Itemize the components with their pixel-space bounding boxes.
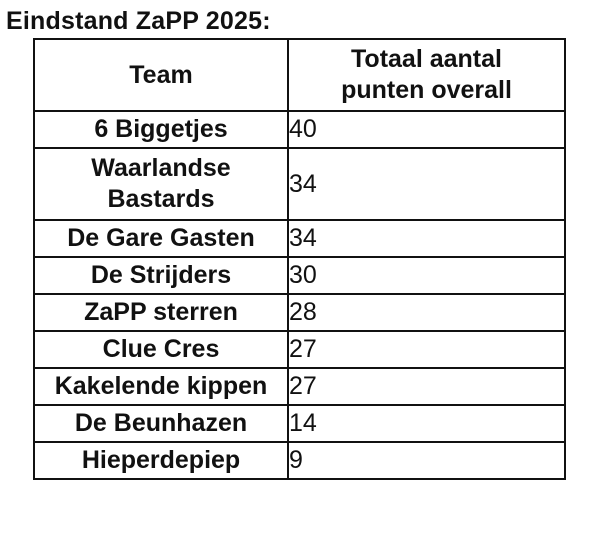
column-header-points-line1: Totaal aantal: [351, 45, 502, 73]
team-name: De Strijders: [90, 261, 232, 289]
points-cell: 27: [287, 330, 566, 369]
points-value: 14: [289, 409, 317, 437]
points-value: 28: [289, 298, 317, 326]
team-name: De Gare Gasten: [67, 224, 255, 252]
team-name: Clue Cres: [102, 335, 220, 363]
team-name-cell: Waarlandse Bastards: [33, 147, 289, 221]
points-cell: 14: [287, 404, 566, 443]
points-cell: 30: [287, 256, 566, 295]
points-value: 40: [289, 115, 317, 143]
team-name-line1: Waarlandse: [91, 154, 231, 182]
table-row: 6 Biggetjes 40: [33, 110, 566, 149]
column-header-points: Totaal aantal punten overall: [287, 38, 566, 112]
table-row: Clue Cres 27: [33, 330, 566, 369]
points-cell: 34: [287, 219, 566, 258]
team-name-cell: Hieperdepiep: [33, 441, 289, 480]
team-name-cell: De Strijders: [33, 256, 289, 295]
team-name-cell: 6 Biggetjes: [33, 110, 289, 149]
table-row: De Gare Gasten 34: [33, 219, 566, 258]
team-name-cell: De Beunhazen: [33, 404, 289, 443]
points-cell: 28: [287, 293, 566, 332]
column-header-points-line2: punten overall: [341, 76, 512, 104]
table-row: Kakelende kippen 27: [33, 367, 566, 406]
table-row: De Beunhazen 14: [33, 404, 566, 443]
points-cell: 40: [287, 110, 566, 149]
points-value: 30: [289, 261, 317, 289]
points-value: 34: [289, 169, 317, 198]
points-value: 9: [289, 446, 303, 474]
team-name-cell: ZaPP sterren: [33, 293, 289, 332]
table-row: De Strijders 30: [33, 256, 566, 295]
points-cell: 9: [287, 441, 566, 480]
team-name-line2: Bastards: [107, 185, 215, 213]
team-name: Kakelende kippen: [54, 372, 268, 400]
column-header-team-label: Team: [129, 60, 193, 89]
column-header-team: Team: [33, 38, 289, 112]
points-cell: 27: [287, 367, 566, 406]
team-name: ZaPP sterren: [84, 298, 238, 326]
points-cell: 34: [287, 147, 566, 221]
team-name-cell: Kakelende kippen: [33, 367, 289, 406]
team-name-cell: Clue Cres: [33, 330, 289, 369]
table-header-row: Team Totaal aantal punten overall: [33, 38, 566, 112]
points-value: 27: [289, 335, 317, 363]
standings-table: Team Totaal aantal punten overall 6 Bigg…: [33, 38, 566, 480]
table-row: ZaPP sterren 28: [33, 293, 566, 332]
page-title: Eindstand ZaPP 2025:: [6, 7, 271, 35]
points-value: 34: [289, 224, 317, 252]
table-row: Hieperdepiep 9: [33, 441, 566, 480]
team-name-cell: De Gare Gasten: [33, 219, 289, 258]
team-name: 6 Biggetjes: [94, 115, 228, 143]
team-name: Hieperdepiep: [81, 446, 241, 474]
team-name: De Beunhazen: [74, 409, 248, 437]
table-row: Waarlandse Bastards 34: [33, 147, 566, 221]
points-value: 27: [289, 372, 317, 400]
